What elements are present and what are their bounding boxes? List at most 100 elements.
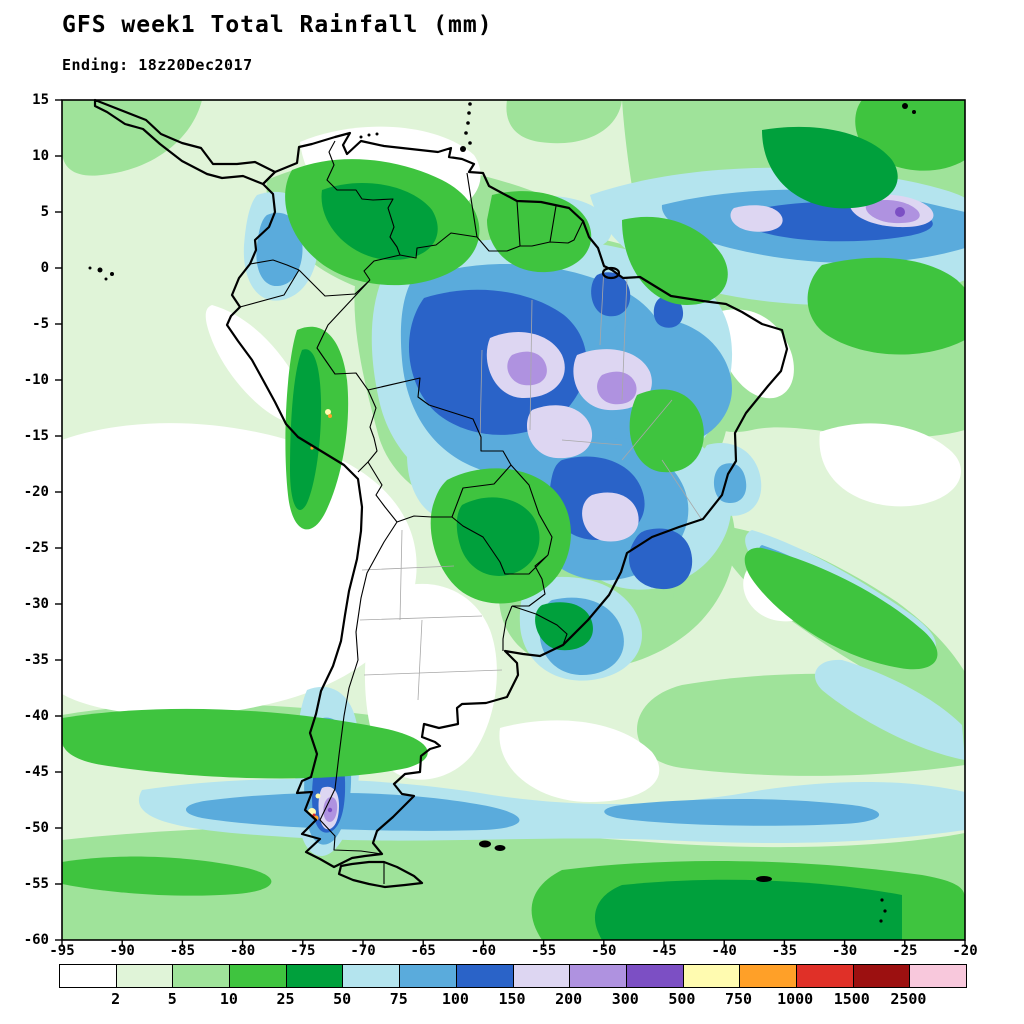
coastlines — [93, 98, 789, 889]
colorbar-swatch — [399, 965, 456, 987]
south-sandwich-island — [879, 919, 883, 923]
colorbar-swatch — [229, 965, 286, 987]
lat-tick-label: -55 — [23, 876, 49, 892]
colorbar-tick-label: 300 — [611, 990, 639, 1008]
colorbar-tick-label: 500 — [668, 990, 696, 1008]
colorbar-tick-label: 25 — [276, 990, 295, 1008]
galapagos-islands — [104, 277, 108, 281]
lon-tick-label: -60 — [470, 943, 497, 959]
colorbar: 2 5 10 25 50 75 100 150 200 300 500 750 1000 1500 2500 — [59, 964, 967, 1010]
lon-tick-label: -30 — [831, 943, 858, 959]
colorbar-swatch — [512, 965, 570, 987]
lon-tick-label: -45 — [651, 943, 677, 959]
colorbar-tick-label: 1500 — [833, 990, 870, 1008]
abc-island — [375, 132, 379, 136]
lat-tick-label: 10 — [32, 148, 49, 164]
lon-tick-label: -85 — [169, 943, 196, 959]
south-america-coastline — [225, 131, 789, 869]
lon-tick-label: -70 — [350, 943, 376, 959]
colorbar-swatch — [172, 965, 230, 987]
colorbar-swatch — [569, 965, 626, 987]
colorbar-tick-label: 75 — [389, 990, 408, 1008]
colorbar-swatch — [682, 965, 740, 987]
colorbar-swatch — [739, 965, 796, 987]
colorbar-tick-label: 2500 — [890, 990, 927, 1008]
colorbar-tick-label: 150 — [498, 990, 526, 1008]
lat-tick-label: -45 — [23, 764, 49, 780]
colorbar-tick-label: 750 — [724, 990, 753, 1008]
lat-tick-label: 15 — [32, 92, 49, 108]
axis-tick-marks — [55, 99, 966, 947]
colorbar-tick-label: 50 — [333, 990, 352, 1008]
lat-tick-label: -30 — [23, 596, 49, 612]
antilles-island — [468, 102, 472, 106]
south-sandwich-island — [880, 898, 884, 902]
colorbar-labels: 2 5 10 25 50 75 100 150 200 300 500 750 1000 1500 2500 — [59, 990, 967, 1010]
lon-tick-label: -25 — [892, 943, 918, 959]
south-georgia-island — [756, 876, 772, 882]
latitude-axis: 15 10 5 0 -5 -10 -15 -20 -25 -30 -35 -40 -45 -50 -55 -6… — [0, 92, 54, 948]
lat-tick-label: 5 — [40, 204, 49, 220]
atlantic-island — [902, 103, 908, 109]
tobago-island — [468, 141, 472, 145]
atlantic-island — [912, 110, 916, 114]
abc-island — [359, 135, 363, 139]
lon-tick-label: -35 — [771, 943, 798, 959]
colorbar-tick-label: 5 — [167, 990, 177, 1008]
lat-tick-label: -25 — [23, 540, 49, 556]
map-frame — [55, 99, 966, 947]
antilles-island — [466, 121, 470, 125]
galapagos-islands — [97, 267, 103, 273]
weather-map — [55, 98, 966, 947]
lon-tick-label: -55 — [530, 943, 557, 959]
tierra-del-fuego-coastline — [337, 860, 424, 889]
colorbar-swatch — [909, 965, 966, 987]
colorbar-swatch — [455, 965, 513, 987]
colorbar-swatch — [852, 965, 910, 987]
colorbar-swatch — [60, 965, 116, 987]
colorbar-swatch — [795, 965, 853, 987]
lon-tick-label: -75 — [290, 943, 316, 959]
central-america-coastline — [93, 98, 277, 186]
colorbar-tick-label: 100 — [441, 990, 469, 1008]
lat-tick-label: 0 — [40, 260, 49, 276]
lat-tick-label: -5 — [32, 316, 49, 332]
colorbar-boxes — [59, 964, 967, 988]
longitude-axis: -95 -90 -85 -80 -75 -70 -65 -60 -55 -50 -45 -40 -35 -… — [49, 943, 977, 961]
trinidad-island — [460, 146, 466, 152]
lon-tick-label: -65 — [410, 943, 436, 959]
page-title: GFS week1 Total Rainfall (mm) — [62, 12, 493, 38]
antilles-island — [467, 111, 471, 115]
islands — [88, 102, 916, 923]
colorbar-tick-label: 2 — [111, 990, 121, 1008]
lat-tick-label: -60 — [23, 932, 49, 948]
lon-tick-label: -40 — [711, 943, 737, 959]
galapagos-islands — [88, 266, 92, 270]
lat-tick-label: -20 — [23, 484, 49, 500]
falkland-islands — [479, 840, 491, 848]
galapagos-islands — [110, 272, 114, 276]
precipitation-field — [62, 100, 965, 940]
marajo-island — [601, 266, 621, 280]
colorbar-swatch — [285, 965, 343, 987]
colorbar-tick-label: 200 — [555, 990, 583, 1008]
lat-tick-label: -10 — [23, 372, 49, 388]
colorbar-tick-label: 10 — [219, 990, 238, 1008]
state-borders — [359, 265, 703, 701]
lon-tick-label: -90 — [109, 943, 135, 959]
falkland-islands — [494, 845, 506, 851]
south-sandwich-island — [883, 909, 887, 913]
colorbar-swatch — [625, 965, 683, 987]
colorbar-swatch — [115, 965, 173, 987]
lon-tick-label: -95 — [49, 943, 75, 959]
lat-tick-label: -40 — [23, 708, 49, 724]
colorbar-tick-label: 1000 — [777, 990, 814, 1008]
lat-tick-label: -35 — [23, 652, 49, 668]
valid-time-subtitle: Ending: 18z20Dec2017 — [62, 56, 253, 74]
lon-tick-label: -50 — [591, 943, 617, 959]
lat-tick-label: -15 — [23, 428, 49, 444]
country-borders — [239, 140, 584, 884]
lon-tick-label: -80 — [229, 943, 256, 959]
lat-tick-label: -50 — [23, 820, 49, 836]
colorbar-swatch — [342, 965, 400, 987]
